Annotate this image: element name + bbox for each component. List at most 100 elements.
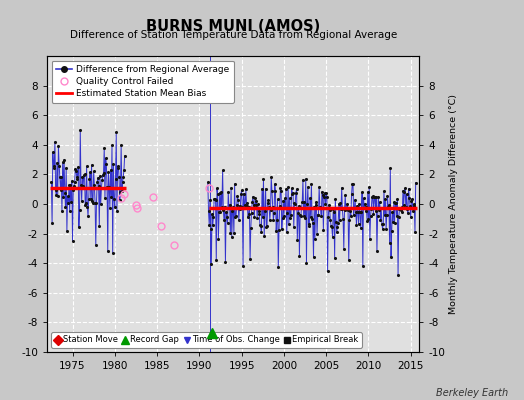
Point	[243, 202, 251, 209]
Point	[118, 188, 126, 194]
Point	[288, 185, 296, 192]
Point	[88, 198, 96, 204]
Point	[80, 171, 89, 177]
Point	[329, 206, 337, 212]
Point	[305, 222, 313, 229]
Point	[363, 217, 371, 224]
Point	[318, 188, 326, 195]
Point	[78, 198, 86, 204]
Point	[213, 191, 222, 198]
Point	[86, 169, 94, 176]
Point	[70, 179, 79, 185]
Point	[219, 167, 227, 174]
Point	[386, 164, 395, 171]
Point	[90, 182, 99, 189]
Point	[229, 204, 237, 210]
Point	[322, 190, 330, 196]
Point	[57, 187, 65, 194]
Point	[111, 203, 119, 210]
Point	[251, 194, 259, 201]
Point	[344, 206, 352, 213]
Point	[73, 176, 82, 182]
Point	[108, 250, 117, 256]
Point	[116, 189, 125, 195]
Point	[405, 194, 413, 201]
Point	[390, 220, 399, 226]
Point	[352, 208, 360, 215]
Point	[272, 228, 280, 235]
Point	[89, 200, 97, 206]
Text: Berkeley Earth: Berkeley Earth	[436, 388, 508, 398]
Point	[65, 182, 73, 188]
Point	[340, 245, 348, 252]
Point	[356, 209, 364, 216]
Point	[80, 172, 88, 179]
Point	[377, 205, 385, 211]
Point	[383, 212, 391, 218]
Point	[333, 229, 341, 235]
Point	[307, 181, 315, 187]
Point	[387, 254, 395, 261]
Point	[347, 191, 356, 198]
Point	[92, 200, 101, 206]
Point	[76, 127, 84, 133]
Point	[53, 159, 61, 166]
Point	[252, 202, 260, 208]
Point	[286, 215, 294, 222]
Point	[92, 242, 100, 248]
Point	[280, 195, 289, 202]
Point	[370, 194, 378, 200]
Point	[302, 260, 311, 266]
Point	[94, 183, 103, 189]
Point	[93, 179, 101, 186]
Point	[98, 177, 106, 183]
Point	[68, 238, 77, 244]
Point	[355, 201, 364, 207]
Point	[399, 202, 408, 208]
Point	[111, 176, 119, 182]
Point	[272, 217, 281, 223]
Point	[227, 234, 236, 240]
Point	[115, 174, 123, 180]
Point	[316, 205, 325, 212]
Point	[210, 196, 219, 202]
Point	[380, 212, 389, 219]
Point	[256, 222, 265, 229]
Point	[360, 205, 368, 211]
Point	[103, 184, 111, 190]
Point	[338, 206, 346, 213]
Point	[359, 195, 368, 202]
Point	[285, 221, 293, 228]
Point	[407, 198, 416, 204]
Point	[329, 234, 337, 240]
Point	[97, 184, 106, 191]
Point	[314, 212, 323, 218]
Point	[59, 159, 67, 166]
Point	[238, 204, 246, 210]
Point	[296, 212, 304, 219]
Point	[261, 185, 270, 192]
Point	[397, 207, 405, 213]
Point	[264, 200, 272, 206]
Point	[346, 208, 354, 214]
Point	[253, 215, 261, 222]
Point	[230, 230, 238, 236]
Point	[282, 229, 291, 235]
Point	[268, 188, 276, 194]
Point	[271, 188, 280, 195]
Point	[409, 208, 417, 214]
Point	[224, 189, 233, 195]
Point	[342, 205, 351, 212]
Point	[235, 217, 243, 223]
Point	[254, 208, 263, 214]
Point	[397, 204, 406, 211]
Point	[113, 165, 122, 172]
Y-axis label: Monthly Temperature Anomaly Difference (°C): Monthly Temperature Anomaly Difference (…	[449, 94, 458, 314]
Text: Difference of Station Temperature Data from Regional Average: Difference of Station Temperature Data f…	[70, 30, 397, 40]
Point	[298, 198, 307, 205]
Point	[56, 174, 64, 180]
Point	[232, 213, 240, 220]
Point	[320, 194, 328, 200]
Point	[312, 199, 321, 205]
Point	[365, 184, 374, 190]
